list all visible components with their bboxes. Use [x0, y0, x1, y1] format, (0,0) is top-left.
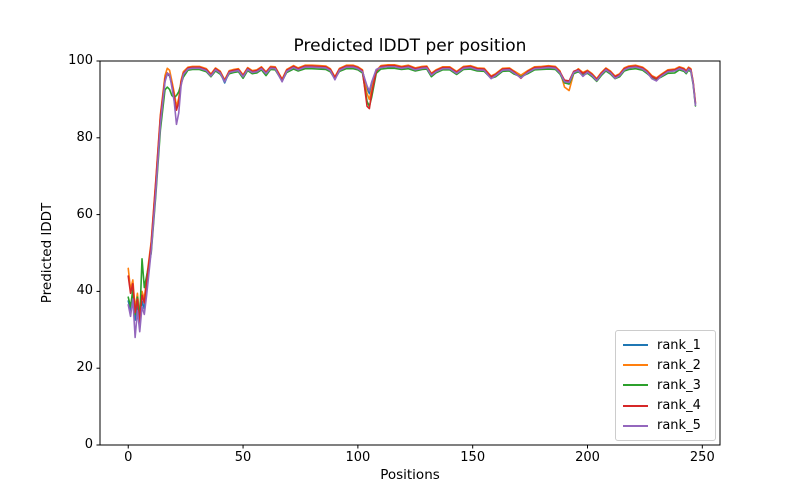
legend-label-rank_3: rank_3	[657, 377, 701, 393]
y-tick-label-0: 0	[84, 437, 93, 452]
legend-swatch-rank_3	[623, 384, 648, 387]
chart-title: Predicted lDDT per position	[293, 36, 527, 56]
legend-item-rank_3: rank_3	[616, 375, 715, 395]
axes-frame	[99, 60, 721, 446]
axis-ticks	[96, 60, 703, 449]
legend-swatch-rank_2	[623, 364, 648, 367]
legend-label-rank_1: rank_1	[657, 337, 701, 353]
y-tick-label-5: 100	[68, 53, 93, 68]
y-tick-label-1: 20	[76, 360, 93, 376]
y-tick-label-2: 40	[76, 283, 93, 299]
legend-label-rank_4: rank_4	[657, 398, 701, 414]
y-tick-label-4: 80	[76, 129, 93, 145]
legend-item-rank_2: rank_2	[616, 355, 715, 375]
x-tick-label-5: 250	[689, 450, 715, 465]
x-tick-label-2: 100	[345, 450, 371, 465]
legend-label-rank_5: rank_5	[657, 418, 701, 434]
x-axis-label: Positions	[380, 467, 440, 483]
legend-swatch-rank_5	[623, 424, 648, 427]
series-line-rank_3	[127, 67, 697, 322]
series-line-rank_2	[127, 64, 697, 318]
legend-item-rank_1: rank_1	[616, 335, 715, 355]
legend-swatch-rank_4	[623, 404, 648, 407]
x-tick-label-1: 50	[234, 450, 252, 465]
series-line-rank_1	[127, 65, 697, 327]
legend-swatch-rank_1	[623, 344, 648, 347]
legend-item-rank_5: rank_5	[616, 416, 715, 436]
series-line-rank_4	[127, 64, 697, 323]
y-tick-label-3: 60	[76, 206, 93, 222]
series-line-rank_5	[127, 65, 697, 339]
legend: rank_1 rank_2 rank_3 rank_4 rank_5	[615, 330, 716, 441]
legend-item-rank_4: rank_4	[616, 396, 715, 416]
x-tick-label-3: 150	[460, 450, 486, 465]
x-tick-label-0: 0	[124, 450, 133, 465]
legend-label-rank_2: rank_2	[657, 357, 701, 373]
x-tick-label-4: 200	[575, 450, 600, 465]
